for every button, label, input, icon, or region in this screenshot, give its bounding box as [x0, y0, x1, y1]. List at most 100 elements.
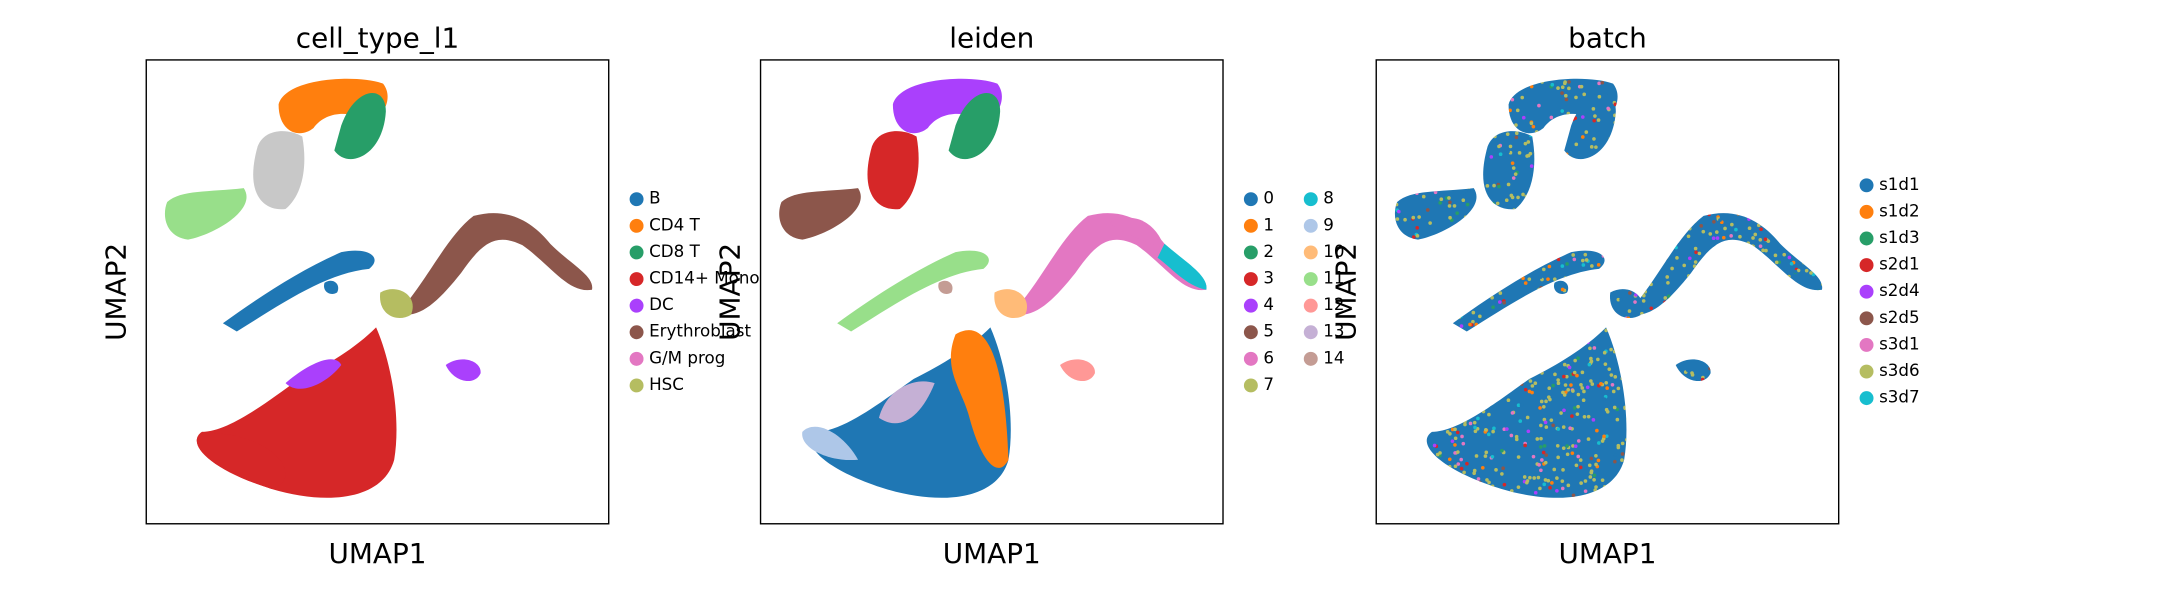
cell-dot — [1819, 220, 1823, 224]
cell-dot — [1638, 425, 1642, 430]
cell-dot — [1619, 297, 1623, 302]
cell-dot — [1560, 109, 1565, 113]
cell-dot — [1485, 504, 1489, 508]
cell-dot — [1708, 439, 1713, 443]
cell-dot — [1759, 155, 1763, 159]
cell-dot — [1436, 501, 1440, 505]
x-axis-label: UMAP1 — [1558, 537, 1656, 570]
cell-dot — [1521, 192, 1525, 197]
cell-dot — [1540, 458, 1544, 462]
cell-dot — [1578, 343, 1583, 348]
cell-dot — [1813, 178, 1818, 183]
cell-dot — [1435, 452, 1440, 457]
cell-dot — [1759, 70, 1763, 74]
cell-dot — [1645, 510, 1649, 514]
cell-dot — [1629, 488, 1634, 492]
cell-dot — [1685, 504, 1689, 508]
cell-dot — [1661, 324, 1666, 328]
cell-dot — [1626, 316, 1631, 321]
cell-dot — [1776, 152, 1781, 157]
cell-dot — [1772, 390, 1776, 395]
cell-dot — [1679, 351, 1683, 356]
cell-dot — [1496, 380, 1501, 384]
cell-dot — [1632, 287, 1637, 292]
cell-dot — [1387, 87, 1391, 91]
cell-cloud — [950, 330, 1009, 468]
cell-dot — [1805, 257, 1809, 261]
cell-dot — [1726, 134, 1730, 138]
cell-dot — [1441, 357, 1446, 361]
cell-dot — [1587, 362, 1592, 367]
cell-dot — [1463, 380, 1468, 384]
cell-dot — [1693, 166, 1698, 171]
cell-dot — [1776, 371, 1781, 376]
cell-dot — [1636, 420, 1641, 424]
cell-dot — [1820, 202, 1823, 207]
cell-dot — [1732, 364, 1737, 369]
cell-dot — [1443, 88, 1447, 92]
panel: batchUMAP1UMAP2s1d1s1d2s1d3s2d1s2d4s2d5s… — [1329, 21, 1919, 569]
cell-dot — [1773, 291, 1778, 296]
cell-dot — [1730, 447, 1735, 452]
cell-dot — [1516, 455, 1521, 459]
cell-dot — [1621, 271, 1626, 275]
cell-dot — [1750, 368, 1754, 373]
cell-dot — [1671, 213, 1675, 218]
cell-dot — [1476, 364, 1481, 368]
cell-dot — [1665, 358, 1670, 363]
cell-dot — [1543, 488, 1548, 493]
cell-dot — [1509, 489, 1514, 493]
cell-dot — [1405, 408, 1410, 413]
cell-dot — [1789, 436, 1794, 440]
cell-dot — [1724, 400, 1729, 405]
cell-dot — [1804, 394, 1808, 398]
cell-dot — [1710, 183, 1715, 187]
cell-dot — [1489, 99, 1493, 103]
cell-dot — [1620, 150, 1625, 154]
cell-dot — [1446, 365, 1450, 370]
cell-dot — [1492, 489, 1497, 493]
cell-dot — [1596, 357, 1600, 362]
cell-dot — [1698, 414, 1703, 419]
cell-dot — [1754, 423, 1758, 428]
cell-dot — [1526, 331, 1531, 335]
cell-dot — [1490, 484, 1495, 489]
cell-dot — [1406, 381, 1411, 386]
cell-dot — [1394, 407, 1396, 412]
cell-dot — [1788, 161, 1793, 166]
cell-dot — [1625, 102, 1629, 107]
cell-dot — [1597, 94, 1602, 99]
cell-dot — [1604, 515, 1608, 519]
cell-dot — [1539, 311, 1543, 316]
cell-dot — [1687, 385, 1692, 390]
cell-dot — [1413, 286, 1417, 291]
cell-dot — [1820, 478, 1823, 482]
legend-marker — [629, 351, 644, 366]
cell-dot — [1820, 336, 1823, 340]
cell-dot — [1434, 280, 1439, 284]
cell-dot — [1498, 291, 1503, 295]
cell-dot — [1466, 386, 1470, 390]
cell-dot — [1722, 408, 1726, 412]
legend-label: HSC — [649, 374, 684, 394]
cell-dot — [1562, 362, 1567, 367]
cell-dot — [1657, 513, 1661, 517]
y-axis-label: UMAP2 — [99, 243, 132, 341]
cell-dot — [1546, 213, 1551, 218]
cell-dot — [1746, 313, 1750, 318]
cell-dot — [1566, 161, 1571, 165]
cell-dot — [1488, 326, 1492, 330]
cell-dot — [1645, 188, 1650, 192]
cell-dot — [1515, 329, 1520, 334]
cell-dot — [1751, 487, 1755, 491]
cell-dot — [1685, 310, 1690, 315]
cell-dot — [1648, 360, 1653, 364]
cell-dot — [1831, 272, 1835, 276]
cell-dot — [1805, 355, 1809, 360]
cell-dot — [1529, 121, 1534, 126]
cell-dot — [1727, 341, 1731, 346]
cell-dot — [1573, 358, 1577, 363]
cell-dot — [1587, 180, 1591, 184]
cell-dot — [1394, 78, 1397, 83]
